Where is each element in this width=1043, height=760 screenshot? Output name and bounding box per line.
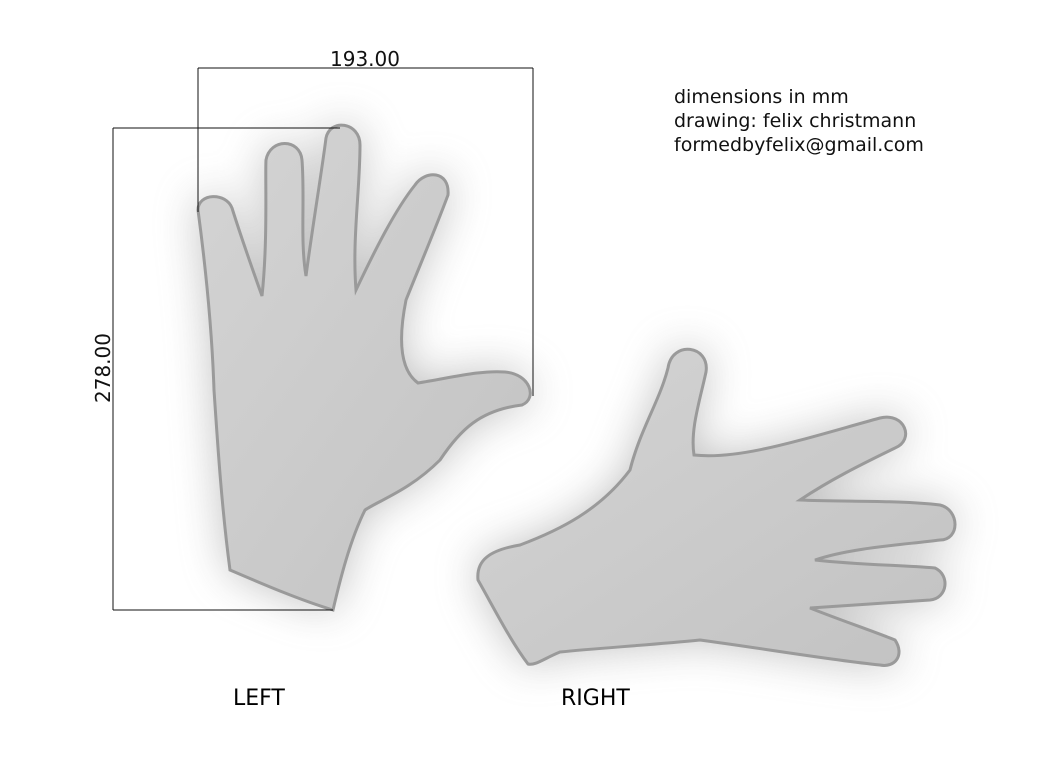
right-hand-label: RIGHT — [561, 686, 630, 711]
drawing-credit: drawing: felix christmann — [674, 110, 917, 132]
left-hand-body — [196, 123, 532, 612]
units-note: dimensions in mm — [674, 86, 849, 108]
right-hand — [476, 347, 957, 667]
email-address: formedbyfelix@gmail.com — [674, 134, 924, 156]
height-dimension-label: 278.00 — [91, 333, 115, 403]
left-hand-label: LEFT — [233, 686, 285, 711]
height-dimension — [112, 127, 340, 611]
width-dimension-label: 193.00 — [330, 47, 400, 71]
width-dimension — [197, 67, 534, 396]
left-hand — [196, 123, 532, 612]
right-hand-body — [476, 347, 957, 667]
